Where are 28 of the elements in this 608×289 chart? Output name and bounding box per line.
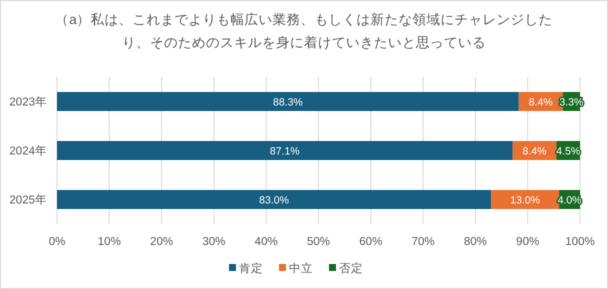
x-tick-label: 50%: [306, 236, 330, 248]
bar: [57, 92, 519, 111]
text: 8.4%: [528, 96, 553, 108]
legend-label: 中立: [289, 261, 313, 275]
text: 4.5%: [556, 146, 580, 158]
y-tick-label: 2023年: [9, 96, 47, 108]
text: 13.0%: [510, 194, 540, 206]
x-tick-label: 70%: [412, 236, 435, 248]
x-tick-label: 60%: [359, 236, 382, 248]
x-tick-label: 40%: [254, 236, 278, 248]
x-tick-label: 100%: [565, 236, 595, 248]
text: 8.4%: [522, 146, 546, 158]
x-tick-label: 20%: [150, 236, 174, 248]
title: （a）私は、これまでよりも幅広い業務、もしくは新たな領域にチャレンジしたり、そのためのスキルを身に着けていきたいと思っている: [54, 11, 554, 52]
y-tick-label: 2024年: [9, 144, 47, 158]
legend-label: 否定: [339, 261, 363, 275]
text: 83.0%: [259, 194, 289, 206]
text: 87.1%: [270, 146, 300, 158]
bar: [57, 141, 513, 160]
y-tick-label: 2025年: [9, 194, 47, 206]
legend-label: 肯定: [239, 261, 263, 275]
x-tick-label: 30%: [202, 236, 226, 248]
x-tick-label: 10%: [98, 236, 121, 248]
x-tick-label: 0%: [48, 236, 66, 248]
x-tick-label: 90%: [516, 236, 540, 248]
text: 88.3%: [273, 96, 303, 108]
x-tick-label: 80%: [464, 236, 487, 248]
bar: [57, 190, 492, 209]
